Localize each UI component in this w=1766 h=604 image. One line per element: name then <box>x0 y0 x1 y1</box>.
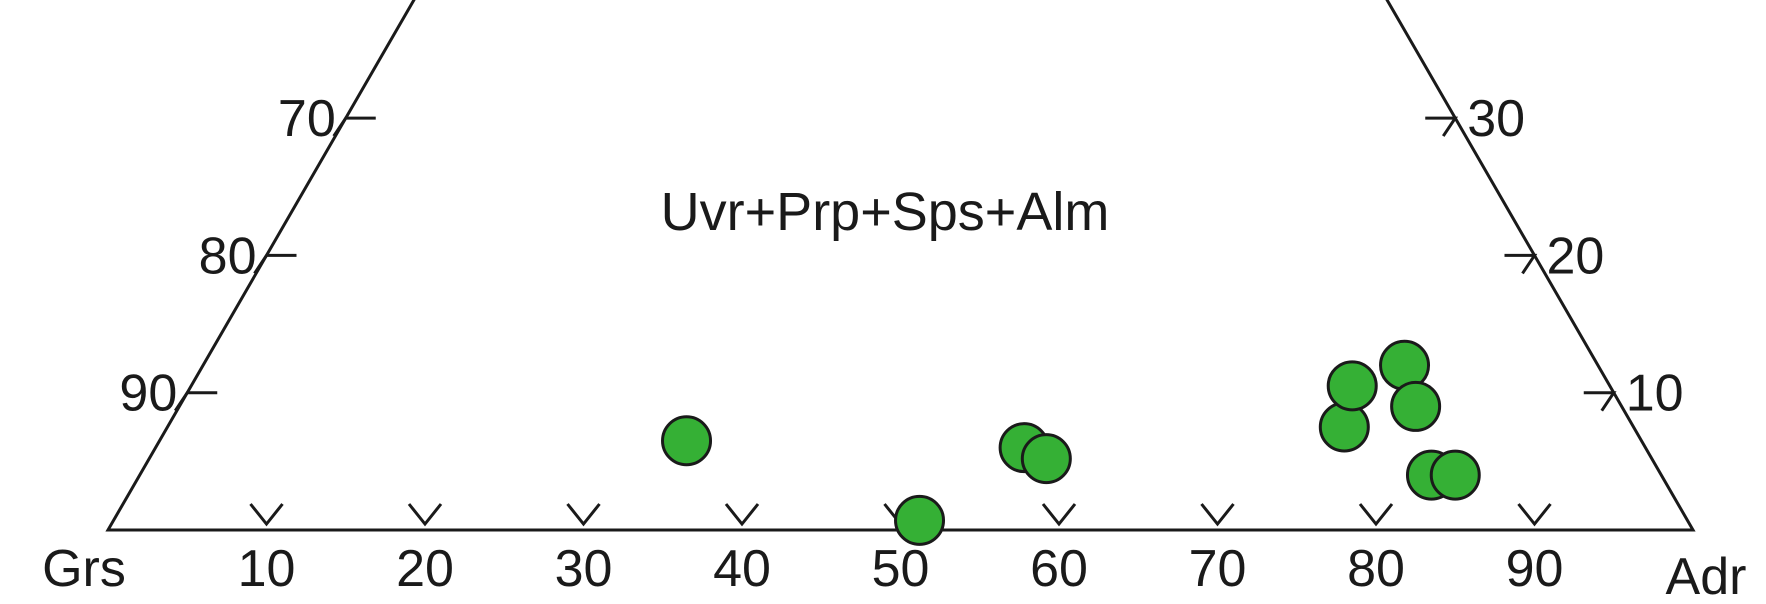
left-tick-90 <box>174 391 218 412</box>
left-tick-label-70: 70 <box>278 90 336 148</box>
right-tick-label-30: 30 <box>1467 90 1525 148</box>
data-point-10 <box>1429 449 1481 501</box>
bottom-tick-10 <box>249 503 284 527</box>
bottom-tick-label-30: 30 <box>555 540 613 598</box>
bottom-tick-label-70: 70 <box>1189 540 1247 598</box>
right-tick-30 <box>1425 116 1459 137</box>
bottom-tick-30 <box>566 503 601 527</box>
vertex-label-left: Grs <box>42 540 126 598</box>
left-tick-label-90: 90 <box>119 365 177 423</box>
right-tick-label-20: 20 <box>1547 227 1605 285</box>
plot-frame <box>105 0 1696 532</box>
data-point-6 <box>1326 360 1378 412</box>
bottom-tick-label-40: 40 <box>713 540 771 598</box>
bottom-tick-20 <box>407 503 443 527</box>
bottom-tick-90 <box>1517 503 1552 527</box>
tick-marks <box>174 116 1617 527</box>
vertex-label-right: Adr <box>1666 548 1747 604</box>
bottom-tick-70 <box>1200 503 1235 527</box>
bottom-tick-label-80: 80 <box>1347 540 1405 598</box>
data-point-4 <box>1020 433 1072 485</box>
left-tick-label-80: 80 <box>199 227 257 285</box>
bottom-tick-60 <box>1041 503 1077 527</box>
data-point-8 <box>1390 380 1442 432</box>
data-point-2 <box>894 494 946 546</box>
bottom-tick-label-90: 90 <box>1506 540 1564 598</box>
right-tick-10 <box>1583 391 1617 412</box>
bottom-tick-label-50: 50 <box>872 540 930 598</box>
trapezoid-frame <box>105 0 1696 532</box>
bottom-tick-40 <box>724 503 760 527</box>
data-points <box>661 339 1481 546</box>
bottom-tick-label-10: 10 <box>238 540 296 598</box>
left-tick-70 <box>332 116 376 137</box>
bottom-tick-label-60: 60 <box>1030 540 1088 598</box>
right-tick-label-10: 10 <box>1626 365 1684 423</box>
data-point-5 <box>1318 401 1370 453</box>
left-tick-80 <box>253 253 297 275</box>
bottom-tick-80 <box>1358 503 1394 527</box>
bottom-tick-label-20: 20 <box>396 540 454 598</box>
field-label: Uvr+Prp+Sps+Alm <box>661 182 1110 242</box>
tick-labels: 10 20 30 40 50 60 70 80 90 70 80 90 30 20 10 <box>119 90 1683 598</box>
data-point-1 <box>661 415 713 467</box>
right-tick-20 <box>1504 253 1538 275</box>
